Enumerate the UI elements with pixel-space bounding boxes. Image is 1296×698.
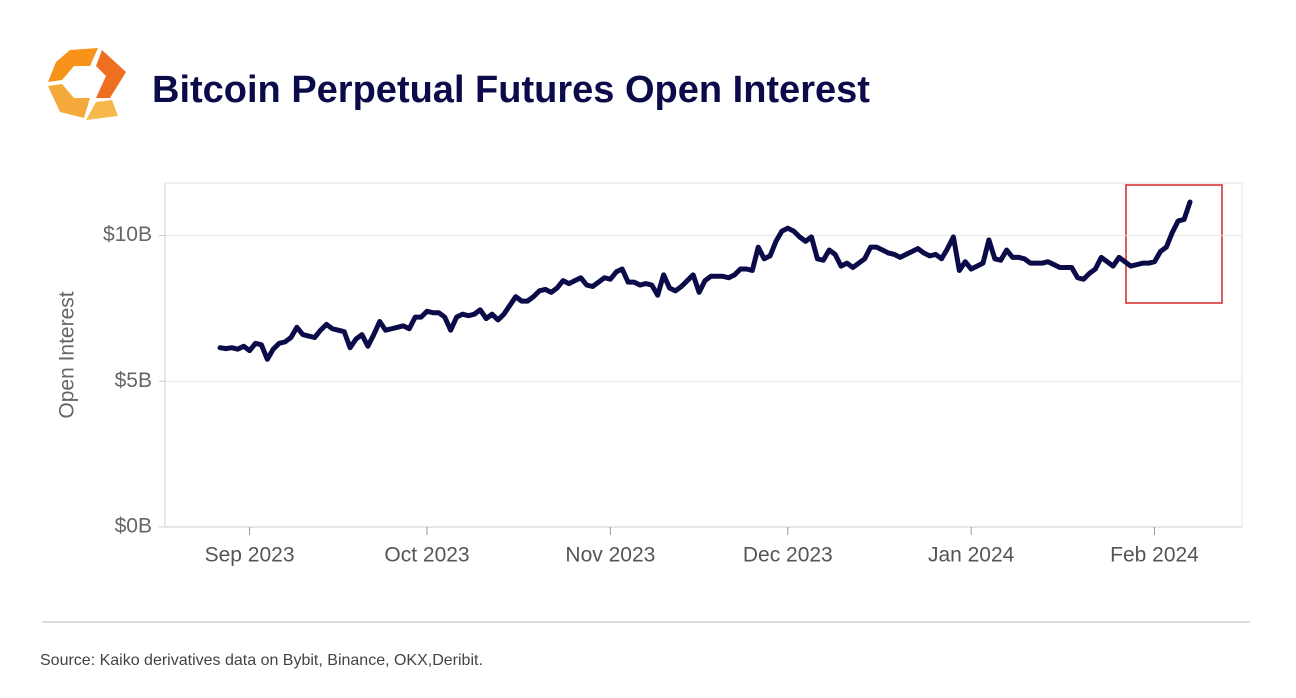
x-tick-label: Dec 2023 — [743, 544, 833, 567]
chart-title: Bitcoin Perpetual Futures Open Interest — [152, 69, 870, 111]
y-tick-label: $0B — [115, 515, 152, 538]
x-tick-label: Jan 2024 — [928, 544, 1015, 567]
y-tick-label: $5B — [115, 369, 152, 392]
y-tick-label: $10B — [103, 223, 152, 246]
plot-frame — [164, 182, 1243, 528]
x-tick-label: Oct 2023 — [384, 544, 469, 567]
x-tick-label: Sep 2023 — [205, 544, 295, 567]
line-series — [217, 199, 1193, 362]
source-note: Source: Kaiko derivatives data on Bybit,… — [40, 652, 483, 669]
x-tick-label: Nov 2023 — [565, 544, 655, 567]
logo — [48, 48, 126, 120]
y-axis-label: Open Interest — [56, 291, 79, 418]
x-tick-label: Feb 2024 — [1110, 544, 1199, 567]
highlight-box — [1125, 184, 1223, 304]
